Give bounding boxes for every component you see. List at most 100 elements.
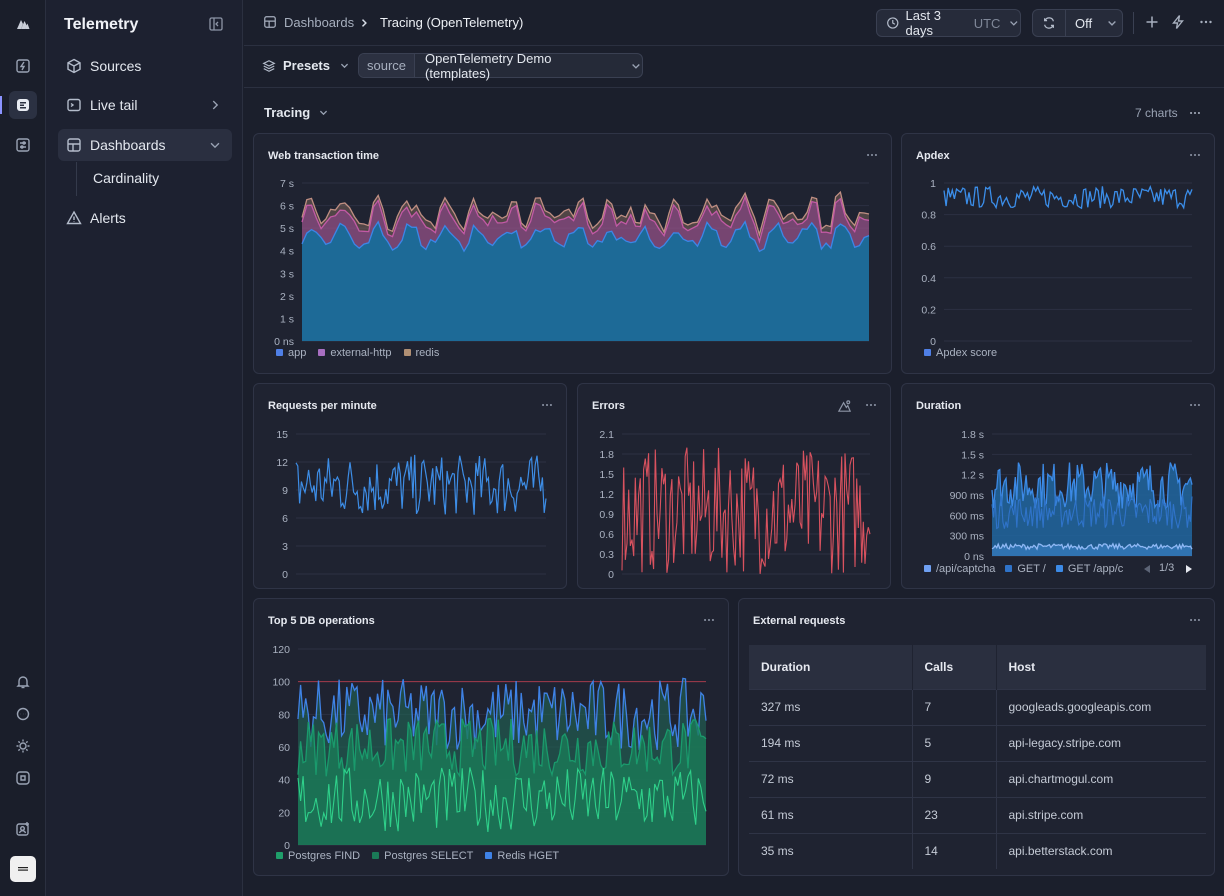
warehouse-icon[interactable]	[9, 131, 37, 159]
tick-label: 0.8	[921, 210, 936, 222]
table-row[interactable]: 327 ms 7 googleads.googleapis.com	[749, 688, 1206, 725]
postgres-select-series-line	[297, 717, 707, 778]
time-range-label: Last 3 days	[905, 8, 941, 38]
duration-series-a-line	[991, 542, 1193, 551]
sidebar-item-alerts[interactable]: Alerts	[58, 202, 232, 234]
app-series-line	[301, 220, 870, 253]
chart-legend: /api/captcha GET / GET /app/c	[924, 563, 1123, 575]
legend-item[interactable]: Redis HGET	[485, 850, 559, 862]
tick-label: 0.2	[921, 304, 936, 316]
source-filter-value: OpenTelemetry Demo (templates)	[425, 50, 552, 81]
legend-item[interactable]: GET /app/c	[1055, 563, 1123, 575]
more-icon[interactable]	[1188, 398, 1202, 412]
db-operations-chart: 120 100 80 60 40 20 0	[272, 644, 707, 849]
dashboard-icon	[264, 16, 276, 28]
chat-icon[interactable]	[9, 700, 37, 728]
cell-duration: 35 ms	[749, 832, 913, 869]
postgres-select-series-area	[298, 718, 706, 845]
legend-item[interactable]: Postgres FIND	[276, 850, 360, 862]
dashboard-icon	[67, 138, 81, 152]
tick-label: 600 ms	[950, 510, 984, 522]
refresh-value: Off	[1065, 10, 1092, 36]
command-icon[interactable]	[9, 764, 37, 792]
chart-legend: app external-http redis	[276, 347, 439, 359]
refresh-icon[interactable]	[1042, 16, 1056, 30]
legend-next-icon[interactable]	[1184, 564, 1194, 574]
legend-prev-icon[interactable]	[1142, 564, 1152, 574]
cube-icon	[67, 58, 81, 74]
sidebar-item-live-tail[interactable]: Live tail	[58, 89, 232, 121]
cell-duration: 327 ms	[749, 688, 913, 725]
chart-title: Duration	[916, 400, 962, 412]
refresh-control[interactable]: Off	[1032, 9, 1123, 37]
redis-hget-series-line	[297, 677, 707, 751]
more-icon[interactable]	[1188, 106, 1202, 120]
cell-duration: 61 ms	[749, 796, 913, 833]
tick-label: 60	[278, 742, 290, 754]
invite-user-icon[interactable]	[9, 815, 37, 843]
tick-label: 20	[278, 807, 290, 819]
theme-icon[interactable]	[9, 732, 37, 760]
more-icon[interactable]	[865, 148, 879, 162]
legend-item[interactable]: Apdex score	[924, 347, 997, 359]
tick-label: 0 ns	[274, 336, 294, 348]
time-range-picker[interactable]: Last 3 days UTC	[876, 8, 1021, 38]
source-filter[interactable]: source OpenTelemetry Demo (templates)	[358, 50, 643, 81]
more-icon[interactable]	[864, 398, 878, 412]
tick-label: 0.4	[921, 273, 936, 285]
tick-label: 0.6	[921, 241, 936, 253]
breadcrumb-dashboards[interactable]: Dashboards	[284, 15, 355, 30]
more-icon[interactable]	[1188, 148, 1202, 162]
tick-label: 9	[282, 485, 288, 497]
app-series-area	[302, 221, 869, 341]
presets-dropdown[interactable]: Presets	[262, 58, 350, 73]
cell-duration: 72 ms	[749, 760, 913, 797]
column-header-duration[interactable]: Duration	[749, 645, 913, 689]
tick-label: 1 s	[280, 313, 294, 325]
avatar[interactable]	[10, 856, 36, 882]
table-row[interactable]: 61 ms 23 api.stripe.com	[749, 796, 1206, 833]
chevron-down-icon	[210, 142, 220, 149]
sidebar-item-dashboards[interactable]: Dashboards	[58, 129, 232, 161]
column-header-host[interactable]: Host	[996, 645, 1206, 689]
anomaly-icon[interactable]	[837, 399, 852, 414]
lightning-icon[interactable]	[1170, 14, 1186, 30]
more-icon[interactable]	[1198, 14, 1214, 30]
errors-series	[621, 447, 871, 574]
tick-label: 0	[608, 569, 614, 581]
table-row[interactable]: 72 ms 9 api.chartmogul.com	[749, 760, 1206, 797]
bell-icon[interactable]	[9, 668, 37, 696]
web-transaction-chart: 7 s 6 s 5 s 4 s 3 s 2 s 1 s 0 ns	[274, 178, 870, 348]
telemetry-icon[interactable]	[9, 91, 37, 119]
legend-item[interactable]: Postgres SELECT	[372, 850, 473, 862]
more-icon[interactable]	[702, 613, 716, 627]
table-row[interactable]: 35 ms 14 api.betterstack.com	[749, 832, 1206, 869]
sidebar-item-label: Dashboards	[90, 137, 166, 153]
tick-label: 6	[282, 513, 288, 525]
sidebar-item-cardinality[interactable]: Cardinality	[93, 170, 160, 186]
legend-item[interactable]: app	[276, 347, 306, 359]
legend-item[interactable]: redis	[403, 347, 439, 359]
submenu-line	[76, 162, 77, 196]
chart-card-web-transaction-time: Web transaction time 7 s 6 s 5 s 4 s 3 s 2 s 1…	[253, 133, 892, 374]
legend-item[interactable]: GET /	[1005, 563, 1046, 575]
sidebar-item-sources[interactable]: Sources	[58, 50, 232, 82]
logo-icon[interactable]	[9, 10, 37, 38]
chart-card-apdex: Apdex 1 0.8 0.6 0.4 0.2 0 Apdex score	[901, 133, 1215, 374]
chevron-down-icon	[1108, 21, 1116, 26]
more-icon[interactable]	[540, 398, 554, 412]
legend-item[interactable]: /api/captcha	[924, 563, 995, 575]
tick-label: 0	[282, 569, 288, 581]
more-icon[interactable]	[1188, 613, 1202, 627]
collapse-sidebar-icon[interactable]	[208, 16, 224, 32]
uptime-icon[interactable]	[9, 52, 37, 80]
tick-label: 1.5	[599, 469, 614, 481]
section-toggle[interactable]: Tracing	[264, 105, 329, 120]
sidebar-item-label: Sources	[90, 58, 142, 74]
table-row[interactable]: 194 ms 5 api-legacy.stripe.com	[749, 724, 1206, 761]
chart-card-duration: Duration 1.8 s 1.5 s 1.2 s 900 ms 600 ms 300 …	[901, 383, 1215, 589]
column-header-calls[interactable]: Calls	[912, 645, 997, 689]
plus-icon[interactable]	[1144, 14, 1160, 30]
legend-item[interactable]: external-http	[318, 347, 392, 359]
external-http-series-line	[301, 194, 870, 245]
